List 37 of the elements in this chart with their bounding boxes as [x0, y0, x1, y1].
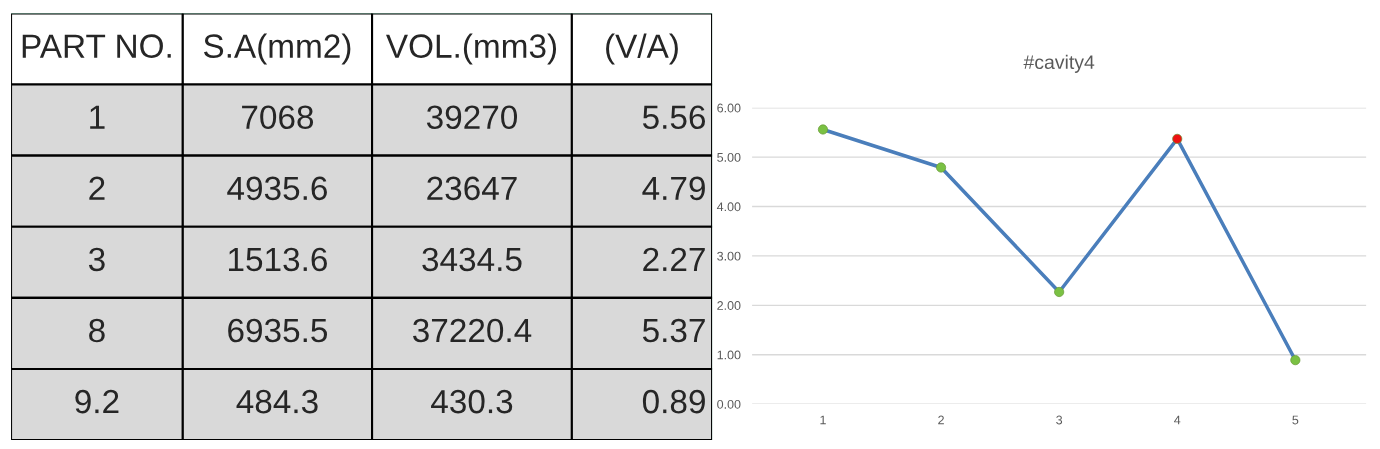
- text: 7068: [242, 105, 314, 130]
- text: 5.37: [642, 318, 705, 343]
- y-tick-label: 2.00: [717, 301, 741, 310]
- y-tick-label: 5.00: [717, 152, 741, 162]
- y-tick-label: 6.00: [717, 103, 741, 113]
- text: 6935.5: [228, 318, 328, 343]
- text: 8: [89, 318, 105, 343]
- text: 2.27: [643, 247, 705, 271]
- text: 1: [90, 105, 105, 129]
- x-tick-label: 1: [820, 415, 826, 425]
- text: 4.79: [642, 176, 705, 201]
- text: 9.2: [75, 389, 119, 414]
- text: 484.3: [236, 389, 318, 414]
- text: 0.89: [642, 389, 705, 414]
- text: 37220.4: [413, 318, 532, 343]
- text: 1513.6: [229, 247, 327, 272]
- y-tick-label: 4.00: [716, 202, 741, 212]
- y-tick-label: 3.00: [717, 251, 741, 261]
- category-label: VOL.(mm3): [386, 33, 557, 65]
- chart-title: #cavity4: [1023, 54, 1095, 73]
- text: 39270: [426, 105, 518, 130]
- text: 4935.6: [227, 176, 327, 201]
- category-label: S.A(mm2): [203, 33, 351, 65]
- y-tick-label: 0.00: [717, 399, 741, 409]
- x-tick-label: 4: [1174, 415, 1181, 425]
- text: 2: [89, 176, 105, 200]
- x-tick-label: 2: [938, 415, 944, 425]
- text: 5.56: [642, 105, 706, 130]
- text: 430.3: [431, 389, 513, 414]
- text: 3434.5: [422, 247, 522, 272]
- text: 3: [88, 247, 105, 272]
- y-tick-label: 1.00: [717, 350, 741, 360]
- x-tick-label: 3: [1056, 415, 1063, 425]
- category-label: PART NO.: [22, 34, 171, 58]
- category-label: (V/A): [606, 33, 678, 65]
- text: 23647: [427, 176, 517, 201]
- x-tick-label: 5: [1292, 415, 1299, 425]
